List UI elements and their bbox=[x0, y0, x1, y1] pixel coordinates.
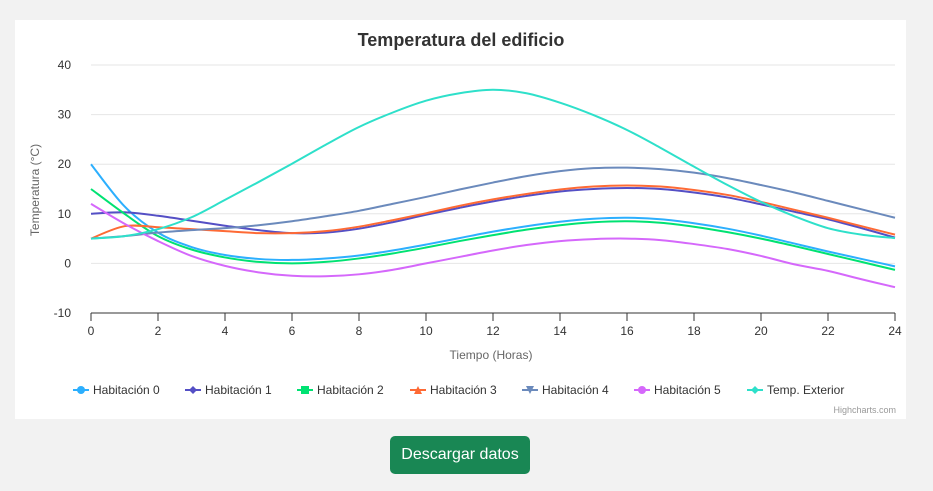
series-line-2[interactable] bbox=[90, 188, 896, 271]
y-tick-label: 10 bbox=[58, 207, 72, 221]
series-line-5[interactable] bbox=[90, 203, 896, 289]
x-tick-label: 2 bbox=[155, 324, 162, 338]
series-line-0[interactable] bbox=[90, 163, 896, 268]
legend-item-1[interactable]: Habitación 1 bbox=[185, 383, 272, 397]
legend-item-6[interactable]: Temp. Exterior bbox=[747, 383, 844, 397]
download-data-button[interactable]: Descargar datos bbox=[390, 436, 530, 474]
x-tick-label: 16 bbox=[620, 324, 634, 338]
x-tick-label: 12 bbox=[486, 324, 500, 338]
series-lines bbox=[90, 88, 896, 289]
x-tick-label: 22 bbox=[821, 324, 835, 338]
y-tick-label: 20 bbox=[58, 157, 72, 171]
grid-lines bbox=[91, 64, 895, 314]
series-line-1[interactable] bbox=[90, 187, 896, 239]
legend-item-3[interactable]: Habitación 3 bbox=[410, 383, 497, 397]
legend-item-5[interactable]: Habitación 5 bbox=[634, 383, 721, 397]
y-axis-title: Temperatura (°C) bbox=[28, 144, 42, 236]
legend-item-2[interactable]: Habitación 2 bbox=[297, 383, 384, 397]
series-line-4[interactable] bbox=[90, 166, 896, 240]
y-tick-label: 40 bbox=[58, 58, 72, 72]
credits-link[interactable]: Highcharts.com bbox=[833, 405, 896, 415]
legend-label: Habitación 5 bbox=[654, 383, 721, 397]
legend-marker-circle bbox=[77, 386, 85, 394]
legend-label: Habitación 4 bbox=[542, 383, 609, 397]
x-axis-title: Tiempo (Horas) bbox=[450, 348, 533, 362]
legend-marker-triangle-down bbox=[526, 386, 534, 394]
legend-marker-diamond bbox=[751, 386, 759, 394]
legend-label: Habitación 2 bbox=[317, 383, 384, 397]
y-tick-label: 30 bbox=[58, 108, 72, 122]
y-tick-label: 0 bbox=[64, 256, 71, 270]
x-tick-label: 10 bbox=[419, 324, 433, 338]
series-line-3[interactable] bbox=[90, 184, 896, 240]
legend[interactable]: Habitación 0 Habitación 1 Habitación 2 Habi… bbox=[73, 383, 844, 397]
series-line-6[interactable] bbox=[90, 88, 896, 240]
x-tick-label: 14 bbox=[553, 324, 567, 338]
legend-marker-triangle bbox=[414, 386, 422, 394]
x-tick-label: 18 bbox=[687, 324, 701, 338]
legend-marker-square bbox=[301, 386, 309, 394]
legend-marker-circle bbox=[638, 386, 646, 394]
chart-container: Temperatura del edificio -10 0 10 20 30 40 0 2 4… bbox=[15, 20, 906, 419]
legend-label: Habitación 1 bbox=[205, 383, 272, 397]
x-tick-label: 24 bbox=[888, 324, 902, 338]
x-tick-label: 20 bbox=[754, 324, 768, 338]
legend-item-4[interactable]: Habitación 4 bbox=[522, 383, 609, 397]
y-tick-label: -10 bbox=[54, 306, 72, 320]
x-tick-label: 0 bbox=[88, 324, 95, 338]
legend-label: Habitación 0 bbox=[93, 383, 160, 397]
legend-item-0[interactable]: Habitación 0 bbox=[73, 383, 160, 397]
legend-label: Habitación 3 bbox=[430, 383, 497, 397]
x-tick-label: 4 bbox=[222, 324, 229, 338]
legend-marker-diamond bbox=[189, 386, 197, 394]
x-tick-label: 6 bbox=[289, 324, 296, 338]
x-tick-label: 8 bbox=[356, 324, 363, 338]
legend-label: Temp. Exterior bbox=[767, 383, 844, 397]
chart-title: Temperatura del edificio bbox=[358, 30, 565, 50]
